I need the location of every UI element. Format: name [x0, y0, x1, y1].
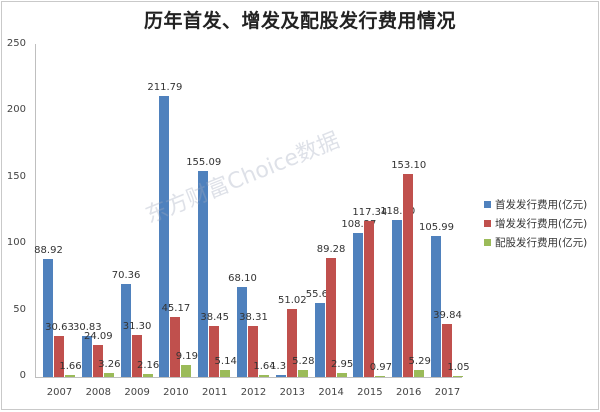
value-label: 39.84	[433, 310, 462, 322]
value-label: 55.63	[305, 289, 335, 301]
legend-item: 首发发行费用(亿元)	[484, 195, 587, 214]
value-label: 1.05	[447, 361, 470, 373]
bar-2016-series-2	[414, 369, 425, 377]
value-label: 108.27	[341, 219, 377, 231]
bar-2011-series-2	[220, 370, 231, 377]
x-tick-label: 2013	[279, 387, 306, 398]
y-tick-label: 0	[19, 370, 26, 381]
value-label: 0.97	[369, 361, 393, 373]
value-label: 38.45	[200, 311, 230, 323]
value-label: 211.79	[147, 81, 183, 93]
x-tick-label: 2010	[163, 387, 189, 398]
value-label: 118.30	[380, 205, 416, 217]
x-tick-label: 2017	[434, 387, 461, 398]
y-tick-label: 250	[6, 38, 26, 49]
y-axis-line	[35, 44, 36, 378]
bar-2009-series-1	[131, 335, 142, 377]
value-label: 88.92	[34, 244, 63, 256]
value-label: 30.63	[45, 322, 74, 334]
x-tick-label: 2012	[240, 387, 267, 398]
bar-2010-series-0	[159, 95, 170, 377]
chart-legend: 首发发行费用(亿元) 增发发行费用(亿元) 配股发行费用(亿元)	[484, 195, 587, 252]
bar-2012-series-2	[259, 374, 269, 377]
y-tick-label: 100	[6, 237, 26, 249]
value-label: 2.95	[330, 359, 354, 371]
value-label: 3.26	[98, 358, 121, 370]
value-label: 9.19	[175, 350, 199, 362]
bar-2007-series-1	[54, 336, 64, 377]
bar-2009-series-2	[142, 374, 153, 377]
bar-2008-series-2	[103, 372, 114, 377]
x-tick-label: 2016	[395, 387, 422, 398]
bar-2014-series-1	[325, 258, 336, 377]
legend-label: 配股发行费用(亿元)	[495, 237, 588, 249]
chart-title: 历年首发、增发及配股发行费用情况	[143, 10, 456, 32]
bar-2017-series-0	[431, 236, 441, 377]
bar-2012-series-0	[237, 286, 247, 377]
bar-2015-series-2	[375, 375, 386, 377]
value-label: 153.10	[391, 159, 427, 171]
value-label: 30.83	[72, 322, 102, 334]
x-tick-label: 2007	[46, 387, 73, 398]
value-label: 5.14	[214, 356, 237, 368]
legend-swatch-icon	[484, 239, 491, 246]
bar-2013-series-0	[275, 375, 286, 377]
bar-2012-series-1	[248, 326, 258, 377]
value-label: 1.66	[59, 360, 82, 372]
legend-label: 增发发行费用(亿元)	[495, 218, 588, 230]
x-tick-label: 2015	[357, 387, 383, 398]
bar-2008-series-0	[81, 336, 92, 377]
bar-2011-series-0	[198, 171, 209, 377]
y-tick-label: 150	[6, 170, 26, 182]
bar-2017-series-1	[442, 324, 452, 377]
bar-2015-series-1	[364, 221, 375, 377]
value-label: 68.10	[228, 272, 257, 284]
value-label: 31.30	[122, 321, 152, 333]
x-tick-label: 2011	[201, 387, 228, 398]
x-tick-label: 2014	[318, 387, 344, 398]
x-tick-label: 2009	[124, 387, 150, 398]
legend-item: 配股发行费用(亿元)	[484, 233, 587, 252]
bar-2015-series-0	[353, 233, 364, 377]
bar-2016-series-1	[403, 173, 414, 377]
bar-2014-series-2	[336, 373, 347, 377]
bar-2016-series-0	[392, 219, 403, 377]
value-label: 45.17	[161, 303, 191, 314]
value-label: 89.28	[316, 244, 346, 256]
x-axis-line	[35, 377, 462, 378]
value-label: 24.09	[83, 331, 113, 342]
bar-2011-series-1	[209, 325, 220, 377]
bar-2010-series-1	[170, 317, 181, 377]
bar-2007-series-2	[65, 374, 75, 377]
value-label: 38.31	[239, 312, 268, 324]
legend-item: 增发发行费用(亿元)	[484, 214, 587, 233]
y-tick-label: 50	[13, 303, 26, 315]
value-label: 1.31	[270, 361, 293, 373]
value-label: 155.09	[186, 157, 222, 169]
value-label: 5.29	[408, 355, 431, 367]
bar-2014-series-0	[314, 303, 325, 377]
legend-swatch-icon	[484, 220, 491, 227]
bar-2008-series-1	[92, 345, 103, 377]
value-label: 117.34	[352, 207, 388, 219]
x-tick-label: 2008	[85, 387, 112, 398]
bar-2009-series-0	[120, 283, 131, 377]
y-tick-label: 200	[6, 104, 26, 116]
legend-swatch-icon	[484, 201, 491, 208]
value-label: 70.36	[111, 269, 141, 281]
bar-2013-series-2	[297, 369, 308, 377]
bar-2017-series-2	[453, 375, 463, 377]
value-label: 2.16	[136, 360, 160, 372]
bar-2013-series-1	[286, 309, 297, 377]
value-label: 1.64	[253, 360, 276, 372]
bar-2007-series-0	[43, 258, 53, 377]
value-label: 51.02	[277, 295, 307, 307]
bar-2010-series-2	[181, 364, 192, 377]
value-label: 105.99	[419, 222, 454, 234]
legend-label: 首发发行费用(亿元)	[495, 199, 588, 211]
value-label: 5.28	[292, 355, 315, 367]
